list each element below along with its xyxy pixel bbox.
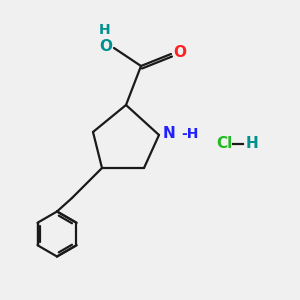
Text: H: H	[99, 23, 111, 37]
Text: H: H	[246, 136, 259, 152]
Text: -H: -H	[182, 127, 199, 140]
Text: O: O	[100, 39, 112, 54]
Text: N: N	[163, 126, 175, 141]
Text: O: O	[173, 45, 186, 60]
Text: Cl: Cl	[216, 136, 232, 152]
